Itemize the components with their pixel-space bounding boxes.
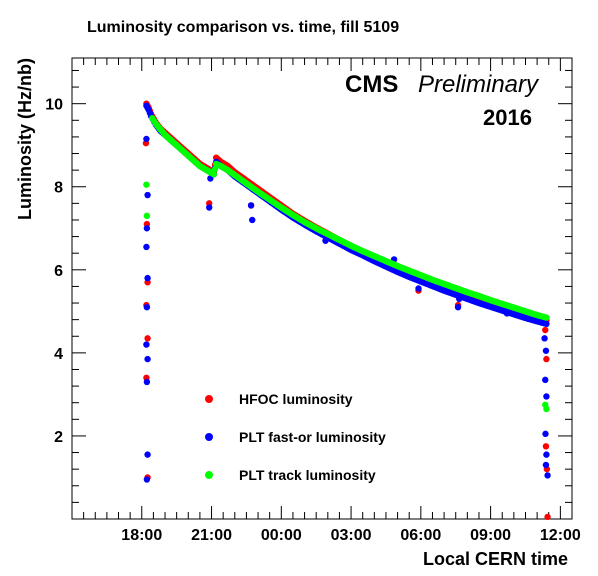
data-point <box>543 451 550 458</box>
data-point <box>544 472 551 479</box>
data-point <box>542 326 549 334</box>
year-label: 2016 <box>483 105 532 130</box>
x-axis-label: Local CERN time <box>423 549 568 569</box>
legend-label: PLT track luminosity <box>239 467 376 483</box>
legend-marker <box>205 395 213 403</box>
series-3 <box>143 115 550 413</box>
legend: HFOC luminosity PLT fast-or luminosity PLT… <box>205 391 386 483</box>
x-tick-label: 06:00 <box>400 527 441 544</box>
chart-title: Luminosity comparison vs. time, fill 510… <box>87 19 399 36</box>
data-point <box>144 355 151 363</box>
legend-label: PLT fast-or luminosity <box>239 429 386 445</box>
series-1 <box>142 100 551 521</box>
y-tick-label: 2 <box>54 429 63 446</box>
y-tick-label: 4 <box>54 346 63 363</box>
data-point <box>144 451 151 458</box>
x-tick-label: 03:00 <box>331 527 372 544</box>
x-tick-label: 18:00 <box>121 527 162 544</box>
data-point <box>542 347 550 354</box>
data-point <box>454 303 462 311</box>
data-point <box>543 393 550 400</box>
preliminary-label: Preliminary <box>418 71 540 98</box>
data-point <box>143 341 150 348</box>
data-point <box>503 310 511 317</box>
data-point <box>247 202 255 209</box>
x-tick-label: 12:00 <box>540 527 581 544</box>
series-2 <box>143 102 551 483</box>
data-point <box>143 303 151 311</box>
data-point <box>143 181 150 188</box>
data-point <box>456 295 463 303</box>
data-point <box>143 135 150 143</box>
data-point <box>249 216 256 224</box>
cms-label: CMS <box>345 71 398 98</box>
data-point <box>542 461 550 469</box>
x-tick-label: 09:00 <box>470 527 511 544</box>
y-tick-label: 10 <box>45 97 63 114</box>
data-point <box>143 243 150 251</box>
x-tick-label: 00:00 <box>261 527 302 544</box>
data-point <box>322 237 329 244</box>
data-point <box>542 376 549 384</box>
data-point <box>541 335 548 342</box>
legend-label: HFOC luminosity <box>239 391 353 407</box>
data-point <box>210 171 218 178</box>
data-point <box>543 320 550 328</box>
data-point <box>143 212 151 220</box>
legend-marker <box>205 433 213 441</box>
data-point <box>144 335 151 342</box>
data-point <box>415 285 422 292</box>
data-point <box>206 204 213 211</box>
data-point <box>542 443 550 450</box>
axis-ticks <box>71 58 573 520</box>
data-point <box>543 355 550 363</box>
y-tick-label: 8 <box>54 180 63 197</box>
y-tick-label: 6 <box>54 263 63 280</box>
y-axis-label: Luminosity (Hz/nb) <box>15 58 35 220</box>
x-tick-labels: 18:00 21:00 00:00 03:00 06:00 09:00 12:00 <box>121 527 581 544</box>
data-point <box>144 274 151 282</box>
y-tick-labels: 2 4 6 8 10 <box>45 97 63 446</box>
x-tick-label: 21:00 <box>191 527 232 544</box>
plot-frame <box>71 57 573 520</box>
data-point <box>143 225 151 232</box>
data-point <box>143 378 151 386</box>
data-point <box>144 191 151 199</box>
data-point <box>542 430 549 438</box>
data-points <box>142 100 551 521</box>
data-point <box>143 476 151 483</box>
legend-marker <box>205 471 213 479</box>
data-point <box>543 314 550 321</box>
data-point <box>543 405 550 413</box>
data-point <box>544 513 551 521</box>
